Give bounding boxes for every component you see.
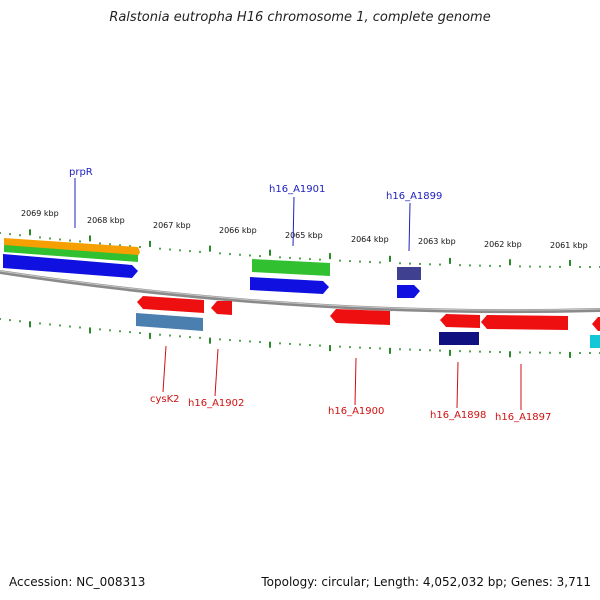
label-connectors xyxy=(74,178,522,410)
feature-orange[interactable] xyxy=(4,238,140,256)
scale-label: 2069 kbp xyxy=(21,209,59,218)
scale-label: 2067 kbp xyxy=(153,221,191,230)
connector-h16_A1900 xyxy=(354,357,357,406)
reverse-features xyxy=(136,296,600,348)
page-title: Ralstonia eutropha H16 chromosome 1, com… xyxy=(109,10,491,25)
inner-tick-ring xyxy=(0,318,600,358)
gene-label-h16_A1900[interactable]: h16_A1900 xyxy=(328,406,384,417)
feature-red-cysK2[interactable] xyxy=(137,296,204,313)
gene-label-h16_A1898[interactable]: h16_A1898 xyxy=(430,410,486,421)
feature-steel-cysK2[interactable] xyxy=(136,313,203,331)
scale-label: 2062 kbp xyxy=(484,240,522,249)
connector-cysK2 xyxy=(162,345,167,393)
accession-text: Accession: NC_008313 xyxy=(9,575,146,589)
feature-slate-h16_A1899[interactable] xyxy=(397,267,421,280)
forward-features xyxy=(3,238,421,298)
gene-label-h16_A1899[interactable]: h16_A1899 xyxy=(386,191,442,202)
gene-label-cysK2[interactable]: cysK2 xyxy=(150,394,180,405)
scale-label: 2064 kbp xyxy=(351,235,389,244)
gene-label-h16_A1897[interactable]: h16_A1897 xyxy=(495,412,551,423)
scale-label: 2063 kbp xyxy=(418,237,456,246)
gene-label-prpR[interactable]: prpR xyxy=(69,167,93,178)
feature-red-h16_A1902[interactable] xyxy=(211,301,232,315)
feature-navy-h16_A1898[interactable] xyxy=(439,332,479,345)
connector-h16_A1898 xyxy=(456,361,459,409)
topology-text: Topology: circular; Length: 4,052,032 bp… xyxy=(261,575,591,589)
feature-green-h16_A1901[interactable] xyxy=(252,259,330,276)
scale-label: 2061 kbp xyxy=(550,241,588,250)
scale-label: 2068 kbp xyxy=(87,216,125,225)
gene-label-h16_A1902[interactable]: h16_A1902 xyxy=(188,398,244,409)
connector-h16_A1899 xyxy=(408,202,411,252)
feature-green[interactable] xyxy=(4,245,138,262)
connector-h16_A1901 xyxy=(292,196,295,247)
outer-tick-ring xyxy=(0,229,600,268)
feature-blue-h16_A1901[interactable] xyxy=(250,277,329,294)
feature-blue-prpR[interactable] xyxy=(3,254,138,278)
feature-cyan-edge[interactable] xyxy=(590,335,600,348)
gene-label-h16_A1901[interactable]: h16_A1901 xyxy=(269,184,325,195)
chromosome-backbone xyxy=(0,270,600,314)
feature-blue-h16_A1899[interactable] xyxy=(397,285,420,298)
feature-red-edge[interactable] xyxy=(592,317,600,331)
scale-label: 2066 kbp xyxy=(219,226,257,235)
chromosome-backbone-highlight xyxy=(0,270,600,311)
scale-label: 2065 kbp xyxy=(285,231,323,240)
feature-red-h16_A1900[interactable] xyxy=(330,309,390,325)
feature-red-h16_A1898[interactable] xyxy=(440,314,480,328)
feature-red-h16_A1897[interactable] xyxy=(481,315,568,330)
connector-h16_A1902 xyxy=(214,348,219,397)
